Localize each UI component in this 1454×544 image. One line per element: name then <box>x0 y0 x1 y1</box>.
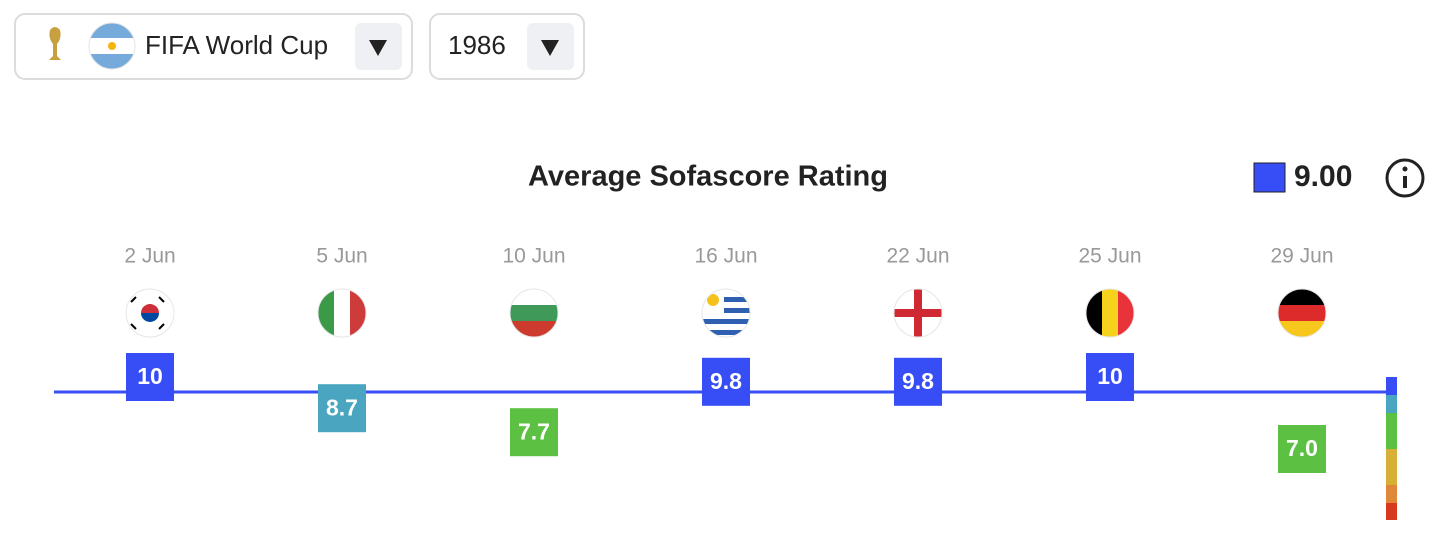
arrow-icon <box>369 40 387 56</box>
rating-box <box>702 357 750 406</box>
rating-box <box>318 384 366 433</box>
season-select[interactable]: 1986 <box>429 13 585 80</box>
team-flags <box>125 288 1327 338</box>
match-date: 5 Jun <box>316 245 367 268</box>
rating-label: 7.7 <box>518 418 550 444</box>
match-date: 29 Jun <box>1270 245 1333 268</box>
rating-label: 10 <box>1097 363 1123 389</box>
average-swatch <box>1253 162 1286 193</box>
trophy-icon <box>49 27 61 60</box>
season-name: 1986 <box>448 30 506 60</box>
match-date: 2 Jun <box>124 245 175 268</box>
rating-box <box>510 408 558 457</box>
rating-label: 10 <box>137 363 163 389</box>
rating-box <box>1086 353 1134 401</box>
rating-box <box>894 357 942 406</box>
flag-icon <box>88 22 136 70</box>
rating-label: 8.7 <box>326 394 358 420</box>
competition-name: FIFA World Cup <box>145 30 328 60</box>
arrow-icon <box>541 40 559 56</box>
rating-scale <box>1386 377 1397 520</box>
rating-label: 9.8 <box>902 368 934 394</box>
match-date: 16 Jun <box>694 245 757 268</box>
average-rating: 9.00 <box>1294 160 1352 193</box>
chart-title: Average Sofascore Rating <box>528 161 888 193</box>
competition-select[interactable]: FIFA World Cup <box>14 13 413 80</box>
match-date: 22 Jun <box>886 245 949 268</box>
info-button[interactable] <box>1385 158 1425 198</box>
match-date: 25 Jun <box>1078 245 1141 268</box>
match-date: 10 Jun <box>502 245 565 268</box>
rating-label: 7.0 <box>1286 435 1318 461</box>
rating-box <box>1278 425 1326 473</box>
rating-box <box>126 353 174 401</box>
rating-label: 9.8 <box>710 368 742 394</box>
